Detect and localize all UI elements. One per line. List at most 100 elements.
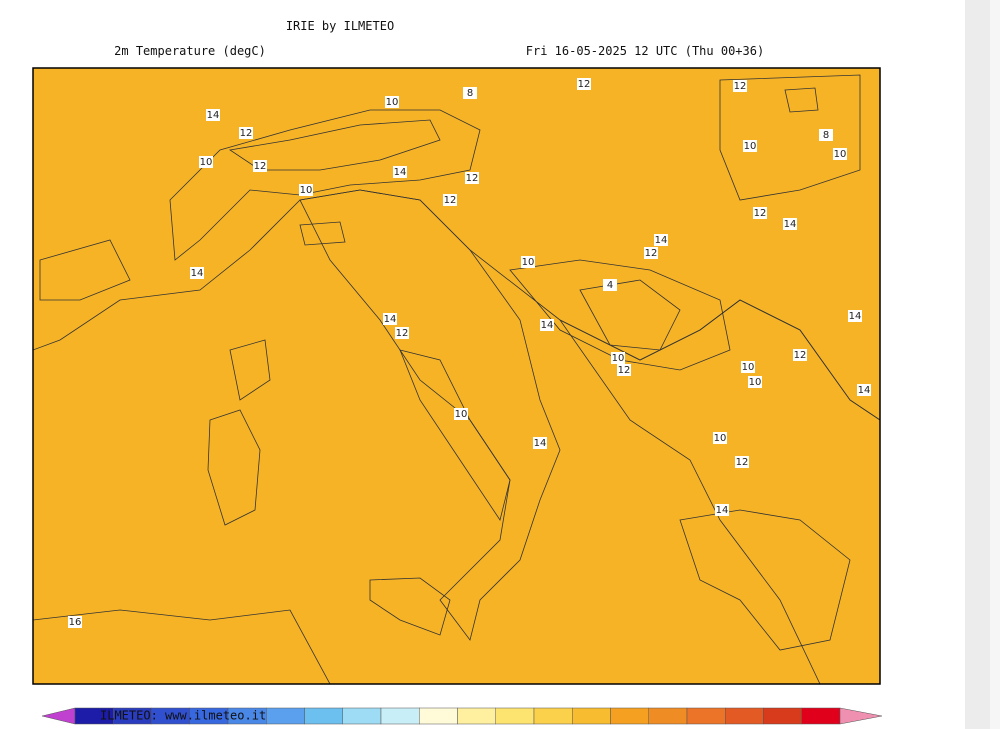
contour-label-bg [443, 194, 457, 206]
colorbar-box [342, 707, 382, 725]
contour-label: 14 [655, 235, 668, 246]
contour-label: 14 [541, 320, 554, 331]
colorbar-left-arrow [41, 707, 76, 725]
sicily [369, 577, 451, 636]
colorbar-box [686, 707, 726, 725]
contour-label-bg [848, 310, 862, 322]
colorbar-box [801, 707, 841, 725]
timestamp: Fri 16-05-2025 12 UTC (Thu 00+36) [526, 44, 764, 58]
contour-label-bg [733, 80, 747, 92]
contour-label-bg [383, 313, 397, 325]
contour-label-bg [741, 361, 755, 373]
map-frame [32, 67, 881, 685]
corsica [229, 339, 271, 401]
greece [679, 509, 851, 651]
apennines [399, 349, 511, 521]
contour-label-bg [783, 218, 797, 230]
contour-label: 14 [207, 110, 220, 121]
contour-label-bg [793, 349, 807, 361]
contour-label-bg [611, 352, 625, 364]
contour-label-bg [68, 616, 82, 628]
colorbar-box [380, 707, 420, 725]
contour-label: 10 [744, 141, 757, 152]
title: IRIE by ILMETEO [286, 19, 394, 33]
land-balkans [559, 299, 880, 684]
contour-label-bg [540, 319, 554, 331]
contour-label: 10 [742, 362, 755, 373]
contour-label-bg [603, 279, 617, 291]
contour-label-bg [857, 384, 871, 396]
alps-cold [228, 119, 441, 171]
contour-label-bg [617, 364, 631, 376]
contour-label: 4 [607, 280, 613, 291]
contour-label: 12 [466, 173, 479, 184]
contour-label: 12 [254, 161, 267, 172]
colorbar-box [495, 707, 535, 725]
colorbar-right-arrow [839, 707, 883, 725]
contour-label: 12 [736, 457, 749, 468]
contour-label-bg [239, 127, 253, 139]
contour-label-bg [533, 437, 547, 449]
colorbar-box [266, 707, 305, 725]
colorbar: ILMETEO: www.ilmeteo.it [41, 707, 883, 725]
contour-label: 12 [578, 79, 591, 90]
contour-label: 12 [396, 328, 409, 339]
contour-label: 10 [612, 353, 625, 364]
contour-label: 14 [784, 219, 797, 230]
contour-label-bg [521, 256, 535, 268]
contour-label-bg [463, 87, 477, 99]
contour-label: 12 [240, 128, 253, 139]
po-warm [299, 221, 346, 246]
sea [33, 68, 880, 684]
contour-label-bg [644, 247, 658, 259]
contour-label-bg [735, 456, 749, 468]
contour-label: 14 [394, 167, 407, 178]
contour-label: 16 [69, 617, 82, 628]
africa [33, 609, 331, 684]
contour-label: 10 [749, 377, 762, 388]
contour-label-bg [299, 184, 313, 196]
colorbar-box [648, 707, 688, 725]
contour-label-bg [819, 129, 833, 141]
contour-label: 8 [823, 130, 829, 141]
contour-label: 10 [455, 409, 468, 420]
contour-label-bg [454, 408, 468, 420]
contour-label: 14 [534, 438, 547, 449]
contour-label: 14 [849, 311, 862, 322]
contour-label: 14 [858, 385, 871, 396]
colorbar-box [725, 707, 764, 725]
credit: ILMETEO: www.ilmeteo.it [100, 709, 266, 723]
colorbar-box [304, 707, 343, 725]
contour-label: 10 [714, 433, 727, 444]
contour-label-bg [713, 432, 727, 444]
contour-label: 10 [834, 149, 847, 160]
alps [169, 109, 481, 261]
contour-label-bg [833, 148, 847, 160]
colorbar-box [572, 707, 611, 725]
land-italy [299, 189, 561, 641]
carpathians [719, 74, 861, 201]
contour-label-bg [385, 96, 399, 108]
contour-label: 12 [754, 208, 767, 219]
contour-label-bg [395, 327, 409, 339]
contour-label: 14 [716, 505, 729, 516]
contour-label: 8 [467, 88, 473, 99]
contour-label: 10 [386, 97, 399, 108]
scrollbar-edge [990, 0, 1000, 729]
contour-label: 12 [645, 248, 658, 259]
contour-label-bg [393, 166, 407, 178]
subtitle: 2m Temperature (degC) [114, 44, 266, 58]
contour-label-bg [206, 109, 220, 121]
contour-label: 12 [618, 365, 631, 376]
contour-label: 14 [384, 314, 397, 325]
contour-label-bg [743, 140, 757, 152]
contour-label: 10 [522, 257, 535, 268]
contour-label: 12 [444, 195, 457, 206]
contour-label: 12 [734, 81, 747, 92]
contour-label-bg [753, 207, 767, 219]
balkan-mountains [509, 259, 731, 371]
contour-label: 14 [191, 268, 204, 279]
contour-label-bg [465, 172, 479, 184]
